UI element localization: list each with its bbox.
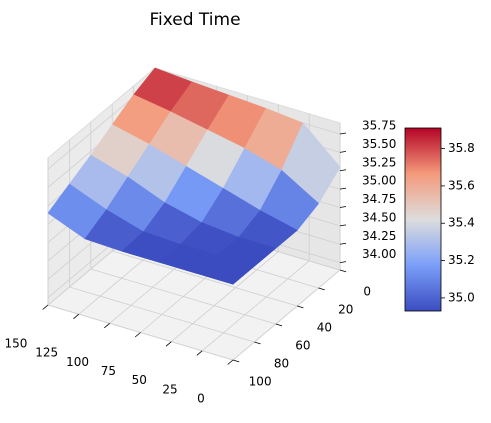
colorbar-tick-label: 35.8	[448, 141, 475, 155]
z-tick	[339, 132, 347, 135]
z-tick-label: 34.50	[362, 210, 396, 224]
x-tick-label: 75	[101, 364, 116, 378]
colorbar-tick-label: 35.0	[448, 290, 475, 304]
y-tick	[254, 341, 261, 345]
colorbar-tick-label: 35.2	[448, 253, 475, 267]
y-tick	[232, 359, 240, 363]
grid-line	[201, 260, 310, 352]
z-tick	[339, 224, 347, 227]
y-tick-label: 0	[363, 285, 371, 299]
z-tick-label: 35.50	[362, 137, 396, 151]
x-tick	[196, 350, 203, 356]
x-tick-label: 25	[162, 382, 177, 396]
y-tick-label: 60	[295, 339, 310, 353]
x-tick-label: 0	[197, 392, 205, 406]
z-tick	[339, 261, 347, 264]
z-tick-label: 35.25	[362, 155, 396, 169]
grid-line	[112, 250, 298, 307]
y-tick-label: 20	[338, 303, 353, 317]
x-tick-label: 100	[66, 355, 89, 369]
z-tick-label: 34.25	[362, 229, 396, 243]
z-tick-label: 34.00	[362, 247, 396, 261]
z-tick-label: 34.75	[362, 192, 396, 206]
x-tick-label: 150	[4, 337, 27, 351]
x-tick	[165, 341, 172, 347]
x-tick	[104, 323, 110, 329]
labels: 025507510012515002040608010034.0034.2534…	[4, 119, 396, 406]
grid-line	[171, 251, 279, 342]
y-tick-label: 100	[249, 375, 272, 389]
colorbar	[404, 127, 442, 312]
colorbar-tick-label: 35.6	[448, 178, 475, 192]
z-tick-label: 35.00	[362, 174, 396, 188]
x-tick-label: 50	[132, 373, 147, 387]
x-tick-label: 125	[35, 346, 58, 360]
y-tick-label: 80	[274, 357, 289, 371]
x-tick	[227, 359, 234, 365]
y-tick	[318, 287, 325, 291]
grid-line	[69, 286, 255, 343]
z-tick	[339, 206, 347, 208]
chart-title: Fixed Time	[149, 10, 240, 30]
z-tick-label: 35.75	[362, 119, 396, 133]
x-tick	[42, 304, 49, 310]
z-tick	[339, 187, 347, 190]
y-tick-label: 40	[317, 321, 332, 335]
z-tick	[339, 169, 347, 172]
surface-patch	[195, 254, 256, 285]
grid-line	[90, 268, 276, 325]
y-tick	[275, 323, 283, 327]
surface	[47, 67, 341, 285]
z-tick	[339, 151, 347, 153]
y-tick	[297, 305, 304, 309]
z-tick	[339, 242, 347, 245]
colorbar-tick-label: 35.4	[448, 216, 475, 230]
y-tick	[339, 269, 347, 273]
x-tick	[134, 332, 141, 338]
x-tick	[73, 313, 80, 319]
grid-line	[232, 269, 341, 361]
